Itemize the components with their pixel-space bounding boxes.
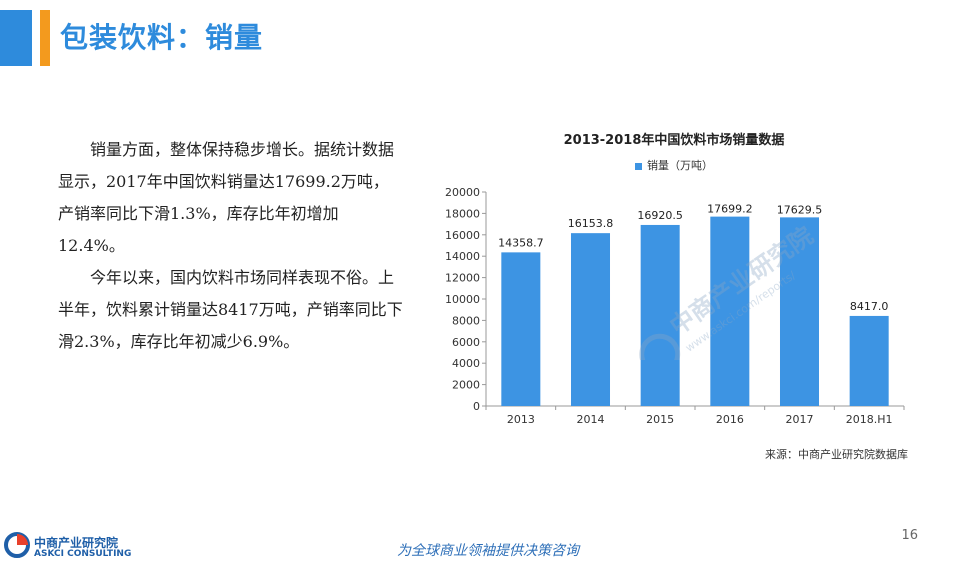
chart-title: 2013-2018年中国饮料市场销量数据 [563, 133, 785, 148]
logo-name-cn: 中商产业研究院 [34, 536, 119, 550]
y-tick-label: 20000 [445, 186, 480, 199]
title-accent-orange [40, 10, 50, 66]
data-label: 17629.5 [777, 203, 823, 216]
x-tick-label: 2016 [716, 413, 744, 426]
body-text: 销量方面，整体保持稳步增长。据统计数据显示，2017年中国饮料销量达17699.… [58, 134, 403, 358]
legend-swatch [635, 162, 642, 170]
paragraph-sales-2017: 销量方面，整体保持稳步增长。据统计数据显示，2017年中国饮料销量达17699.… [58, 140, 395, 255]
x-tick-label: 2014 [577, 413, 605, 426]
data-label: 16153.8 [568, 217, 614, 230]
bar [501, 252, 541, 406]
askci-logo-icon [4, 532, 30, 558]
bar [570, 233, 611, 406]
data-label: 17699.2 [707, 203, 753, 216]
x-tick-label: 2013 [507, 413, 535, 426]
y-tick-label: 10000 [445, 293, 480, 306]
y-tick-label: 4000 [452, 357, 480, 370]
x-tick-label: 2018.H1 [846, 413, 893, 426]
logo-name-en: ASKCI CONSULTING [34, 549, 132, 559]
title-accent-blue [0, 10, 32, 66]
bar-chart: 0 2000 4000 6000 8000 10000 12000 14000 16000 180… [445, 186, 905, 426]
watermark-logo-icon [639, 333, 681, 360]
y-tick-label: 18000 [445, 207, 480, 220]
data-label: 14358.7 [498, 236, 544, 249]
chart-legend: 销量（万吨） [430, 157, 918, 173]
page-number: 16 [901, 528, 918, 543]
data-label: 16920.5 [637, 209, 683, 222]
y-tick-label: 8000 [452, 314, 480, 327]
bar [640, 224, 680, 406]
slogan: 为全球商业领袖提供决策咨询 [397, 543, 579, 559]
bar [710, 216, 750, 406]
bar [779, 217, 820, 406]
data-label: 8417.0 [850, 300, 889, 313]
slide-title: 包装饮料：销量 [60, 21, 264, 54]
y-tick-label: 12000 [445, 272, 480, 285]
x-tick-label: 2015 [646, 413, 674, 426]
company-logo: 中商产业研究院 ASKCI CONSULTING [4, 532, 154, 562]
legend-label: 销量（万吨） [647, 159, 713, 172]
bar [849, 315, 889, 406]
x-tick-label: 2017 [786, 413, 814, 426]
watermark: 中商产业研究院 www.askci.com/reports/ [639, 221, 818, 360]
source-note: 来源：中商产业研究院数据库 [765, 448, 908, 461]
y-tick-label: 2000 [452, 379, 480, 392]
y-tick-label: 14000 [445, 250, 480, 263]
paragraph-sales-2018: 今年以来，国内饮料市场同样表现不俗。上半年，饮料累计销量达8417万吨，产销率同… [58, 268, 403, 351]
y-tick-label: 6000 [452, 336, 480, 349]
y-tick-label: 16000 [445, 229, 480, 242]
y-tick-label: 0 [473, 400, 480, 413]
